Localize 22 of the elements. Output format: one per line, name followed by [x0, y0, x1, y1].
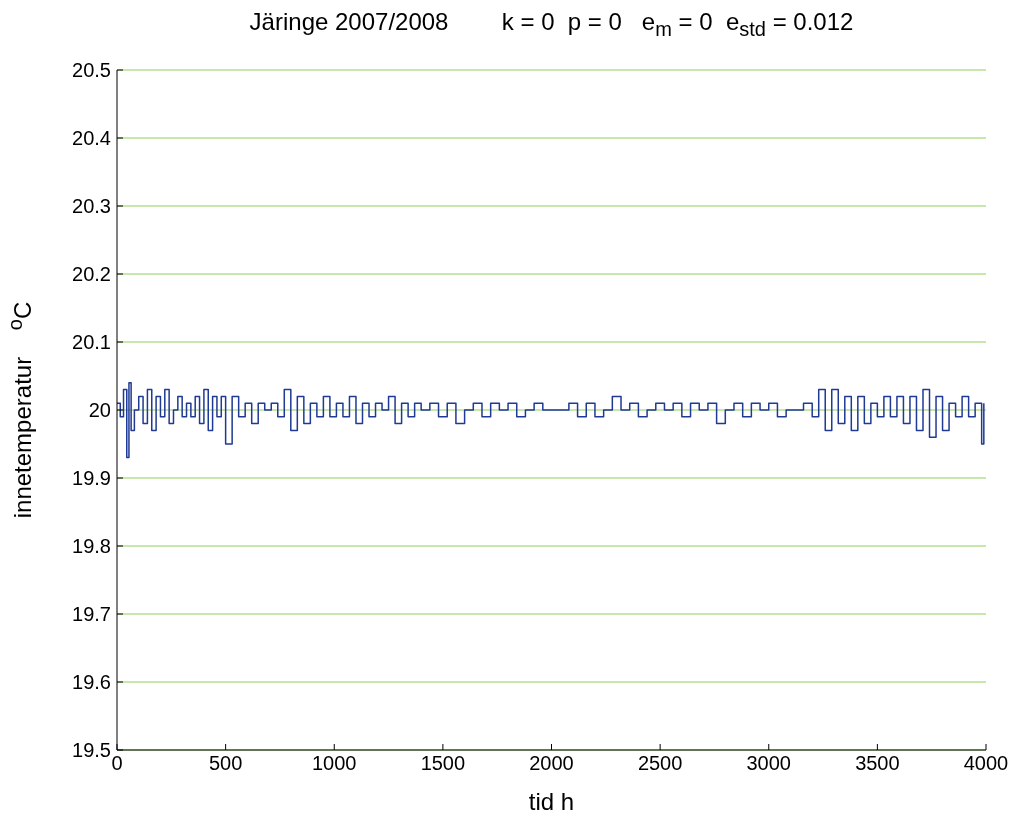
chart-title: Järinge 2007/2008 k = 0 p = 0 e$_{m}$ = 0 e$_{std}$ = 0.012: [248, 8, 855, 41]
y-tick-label: 20.1: [72, 331, 111, 354]
y-tick-label: 20.5: [72, 59, 111, 82]
x-tick-label: 2000: [529, 752, 574, 775]
y-tick-label: 20.2: [72, 263, 111, 286]
x-tick-label: 500: [208, 752, 243, 775]
y-tick-label: 20: [88, 399, 111, 422]
x-tick-label: 3000: [746, 752, 791, 775]
x-axis-title: tid h: [527, 788, 576, 816]
x-tick-label: 3500: [855, 752, 900, 775]
y-tick-label: 19.5: [72, 739, 111, 762]
x-tick-label: 0: [111, 752, 123, 775]
y-tick-label: 19.6: [72, 671, 111, 694]
y-tick-label: 19.8: [72, 535, 111, 558]
x-tick-label: 4000: [963, 752, 1009, 775]
y-tick-label: 19.9: [72, 467, 111, 490]
x-tick-label: 1000: [312, 752, 357, 775]
y-tick-label: 19.7: [72, 603, 111, 626]
y-tick-label: 20.3: [72, 195, 111, 218]
x-tick-label: 2500: [637, 752, 683, 775]
y-tick-label: 20.4: [72, 127, 111, 150]
x-tick-label: 1500: [420, 752, 466, 775]
